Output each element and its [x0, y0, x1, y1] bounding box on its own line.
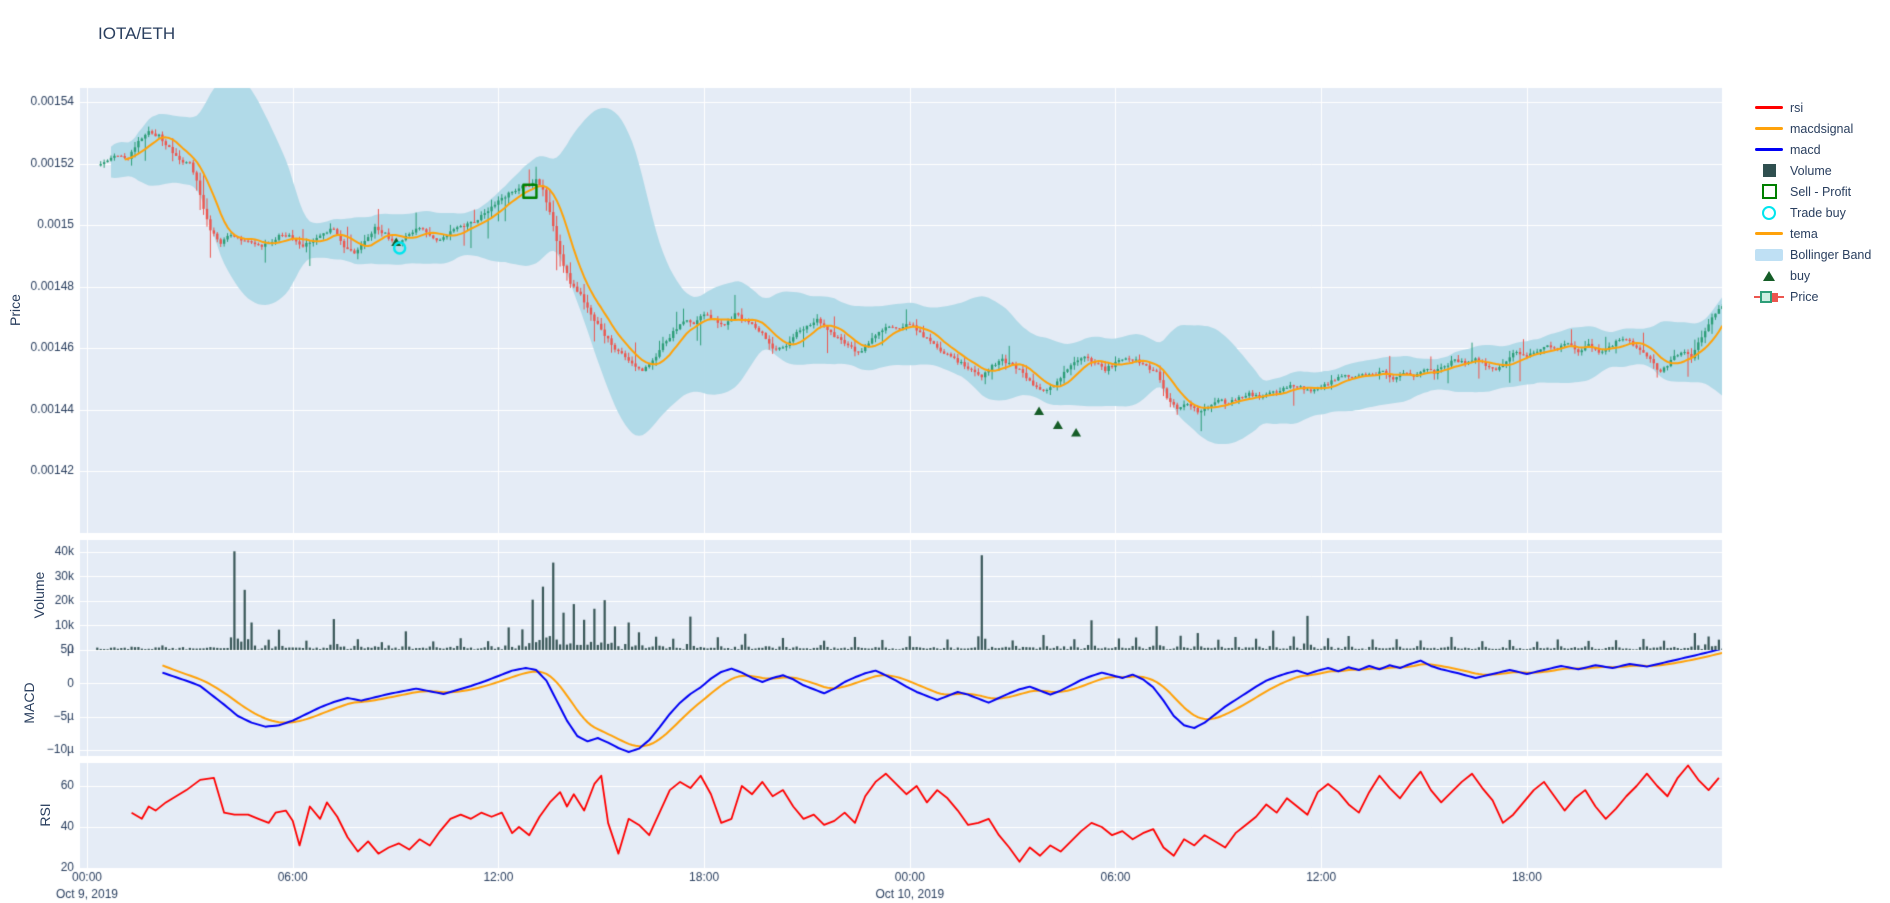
- legend-item-bollinger-band[interactable]: Bollinger Band: [1752, 244, 1890, 265]
- legend-item-volume[interactable]: Volume: [1752, 160, 1890, 181]
- legend-swatch-macd-icon: [1752, 148, 1786, 151]
- legend-swatch-sell-profit-icon: [1752, 184, 1786, 199]
- legend: rsi macdsignal macd Volume Sell - Profit Trad…: [1752, 97, 1890, 307]
- legend-swatch-rsi-icon: [1752, 106, 1786, 109]
- legend-swatch-bollinger-band-icon: [1752, 248, 1786, 261]
- rsi-axis-title: RSI: [37, 803, 53, 827]
- chart-title: IOTA/ETH: [98, 24, 176, 43]
- legend-swatch-trade-buy-icon: [1752, 205, 1786, 220]
- legend-item-tema[interactable]: tema: [1752, 223, 1890, 244]
- macd-axis-title: MACD: [21, 682, 37, 724]
- legend-item-price[interactable]: Price: [1752, 286, 1890, 307]
- legend-item-buy[interactable]: buy: [1752, 265, 1890, 286]
- volume-axis-title: Volume: [31, 571, 47, 619]
- legend-item-macd[interactable]: macd: [1752, 139, 1890, 160]
- legend-item-macdsignal[interactable]: macdsignal: [1752, 118, 1890, 139]
- legend-item-label: rsi: [1790, 100, 1804, 115]
- legend-item-label: buy: [1790, 268, 1811, 283]
- legend-item-label: Sell - Profit: [1790, 184, 1852, 199]
- legend-item-label: macdsignal: [1790, 121, 1854, 136]
- legend-item-label: Volume: [1790, 163, 1832, 178]
- legend-item-label: Bollinger Band: [1790, 247, 1872, 262]
- legend-swatch-buy-icon: [1752, 270, 1786, 281]
- legend-swatch-price-icon: [1752, 289, 1786, 305]
- legend-item-label: Trade buy: [1790, 205, 1846, 220]
- legend-item-label: Price: [1790, 289, 1819, 304]
- price-axis-title: Price: [7, 294, 23, 326]
- legend-swatch-macdsignal-icon: [1752, 127, 1786, 130]
- legend-item-label: tema: [1790, 226, 1818, 241]
- legend-item-trade-buy[interactable]: Trade buy: [1752, 202, 1890, 223]
- legend-item-label: macd: [1790, 142, 1821, 157]
- legend-swatch-tema-icon: [1752, 232, 1786, 235]
- legend-item-rsi[interactable]: rsi: [1752, 97, 1890, 118]
- legend-swatch-volume-icon: [1752, 164, 1786, 177]
- legend-item-sell-profit[interactable]: Sell - Profit: [1752, 181, 1890, 202]
